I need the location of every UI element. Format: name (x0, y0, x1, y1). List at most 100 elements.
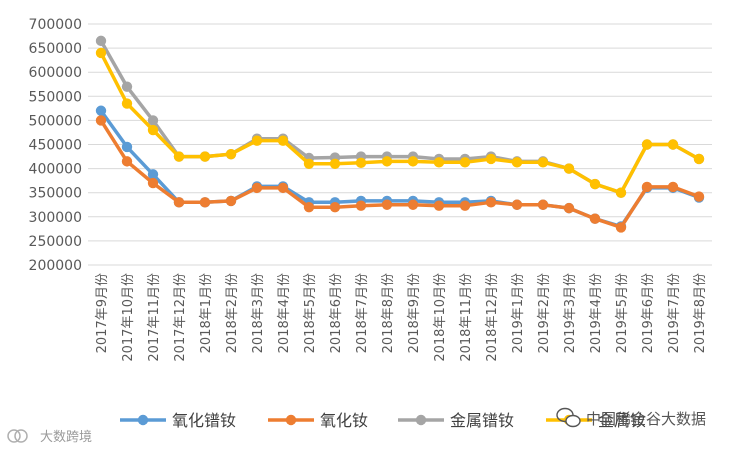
x-tick-label: 2017年9月份 (95, 273, 110, 353)
legend-swatch-marker (285, 414, 297, 426)
wechat-icon (556, 407, 581, 428)
data-point (199, 197, 211, 208)
data-point (251, 182, 263, 194)
data-point (121, 98, 133, 109)
y-tick-label: 600000 (29, 65, 82, 81)
data-point (277, 182, 289, 194)
data-point (693, 153, 705, 165)
data-point (641, 181, 653, 193)
x-tick-label: 2018年4月份 (277, 273, 292, 353)
data-point (563, 202, 575, 214)
x-tick-label: 2019年2月份 (537, 273, 552, 353)
x-tick-label: 2019年7月份 (667, 273, 682, 353)
x-axis-ticks: 2017年9月份 2017年10月份 2017年11月份 2017年12月份 2018年… (95, 273, 708, 362)
y-tick-label: 300000 (29, 210, 82, 226)
data-point (641, 139, 653, 150)
watermark-right: 中国稀金谷大数据 (556, 407, 706, 428)
data-point (225, 148, 237, 160)
data-point (329, 201, 341, 213)
y-axis-ticks: 200000 250000 300000 350000 400000 450000 5000… (29, 17, 82, 274)
legend-swatch-marker (415, 414, 427, 426)
data-point (667, 181, 679, 193)
legend-label: 金属钕 (598, 411, 646, 430)
data-point (563, 163, 575, 174)
data-point (95, 47, 107, 59)
legend-label: 氧化镨钕 (172, 411, 236, 430)
watermark-left-text: 大数跨境 (40, 430, 92, 445)
legend: 氧化镨钕 氧化钕 金属镨钕 金属钕 (120, 411, 646, 430)
x-tick-label: 2018年9月份 (407, 273, 422, 353)
data-point (173, 151, 185, 162)
data-point (147, 169, 159, 180)
data-point (407, 199, 419, 210)
data-point (433, 157, 445, 168)
x-tick-label: 2018年1月份 (199, 273, 214, 353)
data-point (381, 156, 393, 167)
data-point (303, 201, 315, 213)
series-line (99, 51, 701, 195)
data-point (173, 197, 185, 208)
data-point (667, 139, 679, 150)
y-tick-label: 200000 (29, 258, 82, 274)
x-tick-label: 2019年8月份 (693, 273, 708, 353)
x-tick-label: 2019年3月份 (563, 273, 578, 353)
x-tick-label: 2017年11月份 (147, 273, 162, 362)
y-tick-label: 550000 (29, 89, 82, 105)
legend-label: 金属镨钕 (450, 411, 514, 430)
series-line (99, 118, 701, 230)
data-point (199, 151, 211, 162)
watermark-left: 大数跨境 (7, 429, 92, 445)
data-point (251, 135, 263, 146)
data-point (589, 213, 601, 224)
data-point (277, 135, 289, 146)
data-point (147, 115, 159, 126)
series-2 (95, 115, 705, 233)
data-point (303, 158, 315, 169)
y-tick-label: 350000 (29, 186, 82, 202)
data-point (485, 153, 497, 165)
data-point (511, 199, 523, 210)
data-point (615, 187, 627, 198)
data-point (459, 200, 471, 211)
x-tick-label: 2018年5月份 (303, 273, 318, 353)
data-point (121, 156, 133, 167)
x-tick-label: 2018年3月份 (251, 273, 266, 353)
data-point (225, 195, 237, 207)
data-point (485, 197, 497, 208)
data-point (121, 81, 133, 92)
gridlines (88, 23, 712, 266)
data-point (537, 157, 549, 168)
y-tick-label: 450000 (29, 138, 82, 154)
data-point (147, 177, 159, 189)
x-tick-label: 2018年6月份 (329, 273, 344, 353)
watermark-right-text: 中国稀金谷大数据 (586, 410, 706, 428)
data-point (459, 157, 471, 168)
x-tick-label: 2018年7月份 (355, 273, 370, 353)
data-point (121, 141, 133, 153)
x-tick-label: 2017年12月份 (173, 273, 188, 362)
x-tick-label: 2019年6月份 (641, 273, 656, 353)
y-tick-label: 500000 (29, 113, 82, 129)
data-point (381, 199, 393, 210)
brand-logo-icon (7, 429, 28, 443)
legend-item-1: 氧化镨钕 (120, 411, 236, 430)
y-tick-label: 700000 (29, 17, 82, 33)
data-point (511, 157, 523, 168)
data-point (537, 199, 549, 210)
series-line (99, 39, 701, 195)
x-tick-label: 2019年1月份 (511, 273, 526, 353)
data-point (95, 115, 107, 126)
legend-item-2: 氧化钕 (268, 411, 368, 430)
series-4 (95, 47, 705, 198)
data-point (693, 191, 705, 202)
x-tick-label: 2018年11月份 (459, 273, 474, 362)
y-tick-label: 400000 (29, 162, 82, 178)
x-tick-label: 2019年5月份 (615, 273, 630, 353)
x-tick-label: 2019年4月份 (589, 273, 604, 353)
data-point (615, 222, 627, 233)
data-point (147, 124, 159, 136)
data-point (329, 158, 341, 169)
legend-label: 氧化钕 (320, 411, 368, 430)
legend-swatch-marker (137, 414, 149, 426)
